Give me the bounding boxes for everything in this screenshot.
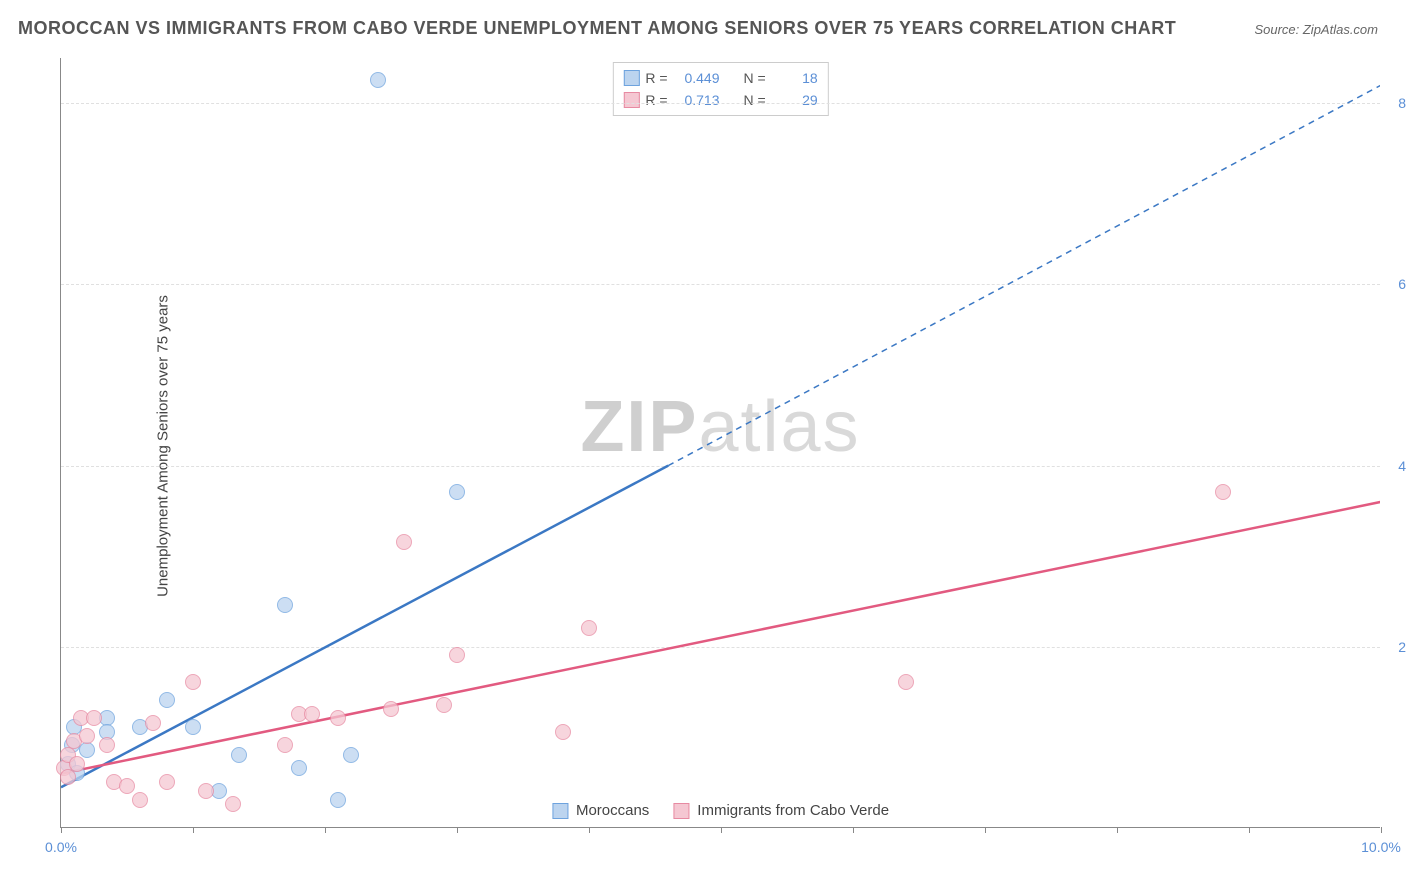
x-tick (193, 827, 194, 833)
y-tick-label: 60.0% (1388, 276, 1406, 292)
data-point (119, 778, 135, 794)
data-point (79, 728, 95, 744)
data-point (69, 756, 85, 772)
source-prefix: Source: (1254, 22, 1302, 37)
x-tick (589, 827, 590, 833)
legend-n-value: 18 (772, 70, 818, 86)
legend-swatch (623, 70, 639, 86)
data-point (449, 647, 465, 663)
source-attribution: Source: ZipAtlas.com (1254, 22, 1378, 37)
data-point (304, 706, 320, 722)
legend-series-name: Immigrants from Cabo Verde (697, 802, 889, 819)
data-point (99, 737, 115, 753)
data-point (396, 534, 412, 550)
data-point (277, 597, 293, 613)
x-tick (985, 827, 986, 833)
data-point (185, 674, 201, 690)
data-point (145, 715, 161, 731)
legend-n-label: N = (744, 70, 766, 86)
scatter-plot-area: ZIPatlas R = 0.449 N = 18 R = 0.713 N = 29 Moro… (60, 58, 1380, 828)
y-tick-label: 80.0% (1388, 95, 1406, 111)
source-name: ZipAtlas.com (1303, 22, 1378, 37)
x-tick (853, 827, 854, 833)
x-tick-label: 0.0% (45, 839, 77, 855)
gridline-h (61, 466, 1380, 467)
legend-row: R = 0.713 N = 29 (623, 89, 817, 111)
data-point (159, 692, 175, 708)
x-tick (457, 827, 458, 833)
data-point (185, 719, 201, 735)
legend-n-value: 29 (772, 92, 818, 108)
legend-swatch (623, 92, 639, 108)
x-tick (1249, 827, 1250, 833)
data-point (436, 697, 452, 713)
legend-item: Moroccans (552, 802, 649, 819)
data-point (291, 760, 307, 776)
correlation-legend: R = 0.449 N = 18 R = 0.713 N = 29 (612, 62, 828, 116)
legend-series-name: Moroccans (576, 802, 649, 819)
data-point (231, 747, 247, 763)
legend-r-label: R = (645, 92, 667, 108)
legend-row: R = 0.449 N = 18 (623, 67, 817, 89)
watermark: ZIPatlas (580, 386, 860, 468)
data-point (1215, 484, 1231, 500)
gridline-h (61, 647, 1380, 648)
x-tick-label: 10.0% (1361, 839, 1401, 855)
trendlines-layer (61, 58, 1380, 827)
x-tick (721, 827, 722, 833)
gridline-h (61, 103, 1380, 104)
data-point (581, 620, 597, 636)
data-point (330, 792, 346, 808)
legend-r-value: 0.713 (674, 92, 720, 108)
data-point (555, 724, 571, 740)
x-tick (1117, 827, 1118, 833)
y-tick-label: 40.0% (1388, 458, 1406, 474)
series-legend: Moroccans Immigrants from Cabo Verde (546, 800, 895, 821)
trendline-extrapolated (668, 85, 1380, 465)
data-point (277, 737, 293, 753)
data-point (383, 701, 399, 717)
x-tick (61, 827, 62, 833)
x-tick (1381, 827, 1382, 833)
legend-swatch (552, 803, 568, 819)
trendline (61, 466, 668, 788)
legend-swatch (673, 803, 689, 819)
x-tick (325, 827, 326, 833)
data-point (898, 674, 914, 690)
y-tick-label: 20.0% (1388, 639, 1406, 655)
data-point (449, 484, 465, 500)
data-point (330, 710, 346, 726)
data-point (225, 796, 241, 812)
data-point (370, 72, 386, 88)
legend-r-value: 0.449 (674, 70, 720, 86)
data-point (86, 710, 102, 726)
data-point (159, 774, 175, 790)
data-point (132, 792, 148, 808)
legend-item: Immigrants from Cabo Verde (673, 802, 889, 819)
data-point (198, 783, 214, 799)
data-point (343, 747, 359, 763)
legend-r-label: R = (645, 70, 667, 86)
legend-n-label: N = (744, 92, 766, 108)
trendline (61, 502, 1380, 774)
chart-title: MOROCCAN VS IMMIGRANTS FROM CABO VERDE U… (18, 18, 1176, 39)
gridline-h (61, 284, 1380, 285)
data-point (60, 769, 76, 785)
